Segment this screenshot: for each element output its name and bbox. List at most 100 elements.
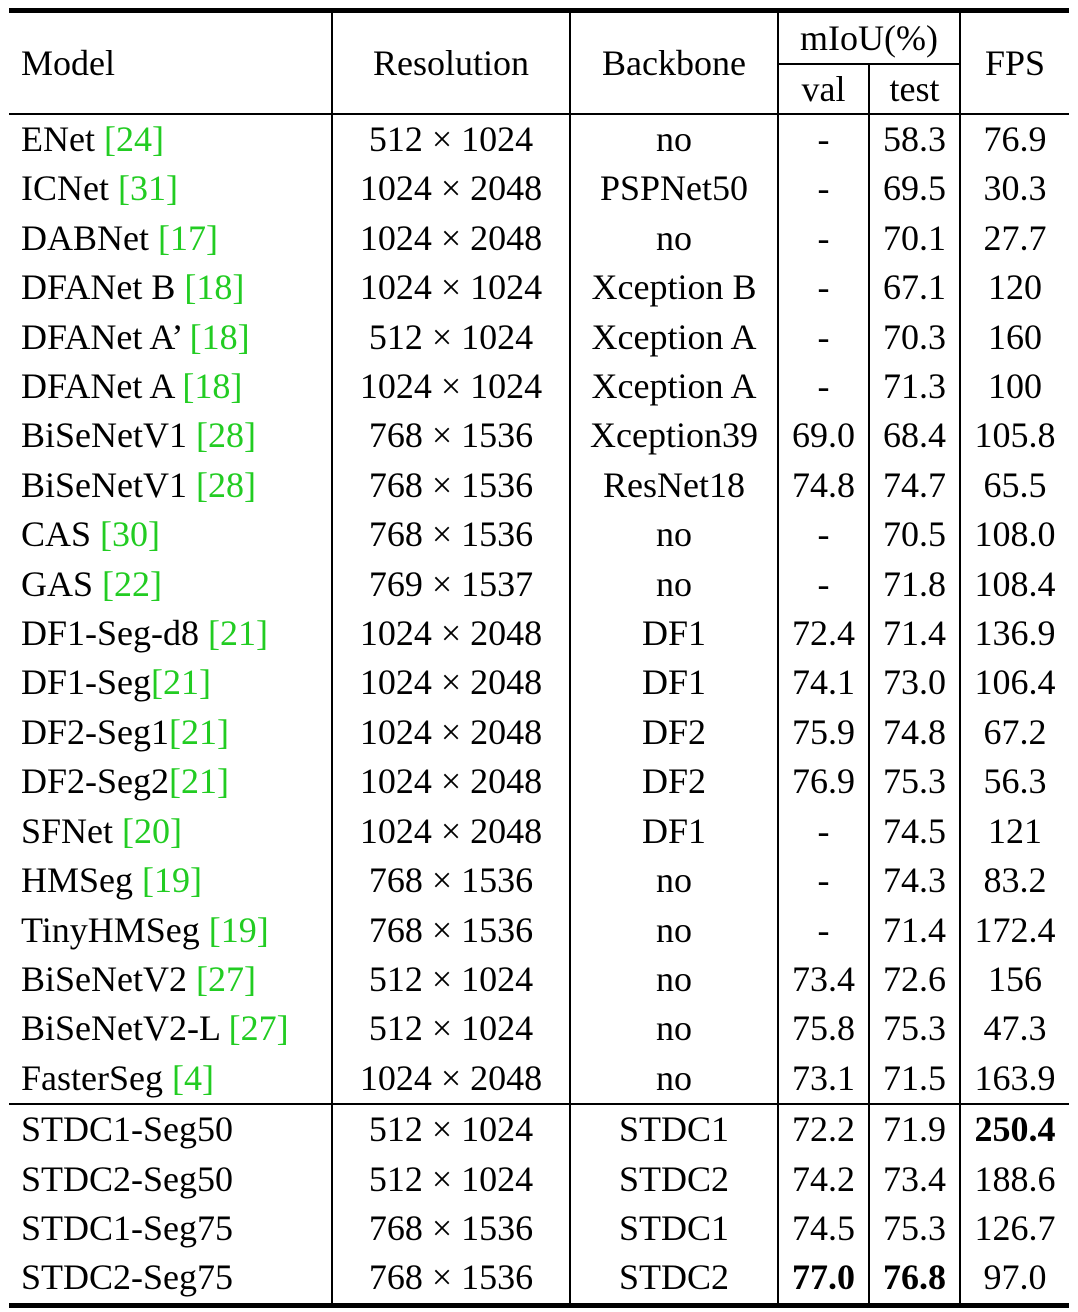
- header-row-1: Model Resolution Backbone mIoU(%) FPS: [9, 10, 1070, 114]
- backbone-cell: STDC1: [569, 1104, 778, 1155]
- backbone-cell: STDC1: [569, 1203, 778, 1254]
- fps-cell: 56.3: [959, 757, 1070, 807]
- val-cell: -: [777, 856, 869, 906]
- resolution-cell: 768 × 1536: [331, 1253, 570, 1306]
- val-cell: -: [777, 559, 869, 610]
- citation-link[interactable]: [17]: [158, 217, 218, 258]
- table-row: ENet [24] 512 × 1024 no -58.3 76.9: [9, 114, 1070, 165]
- citation-link[interactable]: [19]: [142, 860, 202, 901]
- model-label: DF1-Seg: [21, 662, 152, 703]
- citation-link[interactable]: [18]: [182, 366, 243, 407]
- citation-link[interactable]: [27]: [228, 1008, 289, 1049]
- model-label: DFANet A: [21, 366, 183, 407]
- fps-cell: 156: [959, 954, 1070, 1005]
- table-row: STDC2-Seg50 512 × 1024 STDC2 74.2 73.4 188.6: [9, 1154, 1070, 1204]
- header-row-2: val test: [9, 63, 1069, 114]
- test-cell: 74.8: [867, 707, 961, 758]
- resolution-cell: 1024 × 2048: [331, 658, 570, 708]
- model-label: TinyHMSeg: [21, 909, 209, 950]
- backbone-cell: no: [569, 905, 778, 955]
- citation-link[interactable]: [21]: [169, 711, 229, 752]
- test-cell: 74.7: [867, 460, 961, 511]
- val-cell: 72.2: [777, 1104, 869, 1155]
- test-cell: 72.6: [867, 954, 961, 1005]
- resolution-cell: 1024 × 2048: [331, 213, 570, 264]
- citation-link[interactable]: [18]: [184, 267, 245, 308]
- val-cell: 72.4: [777, 609, 869, 659]
- model-label: DFANet A’: [21, 316, 190, 357]
- backbone-cell: Xception A: [569, 312, 778, 363]
- val-cell: -: [777, 806, 869, 857]
- test-cell: 69.5: [867, 164, 961, 214]
- model-name: GAS [22]: [9, 560, 332, 609]
- header-backbone: Backbone: [569, 10, 778, 114]
- val-cell: -: [777, 114, 869, 165]
- fps-cell: 108.4: [959, 559, 1070, 610]
- header-miou: mIoU(%): [776, 10, 961, 64]
- model-label: BiSeNetV1: [21, 415, 196, 456]
- fps-cell: 67.2: [959, 707, 1070, 758]
- resolution-cell: 768 × 1536: [331, 460, 570, 511]
- model-name: DF1-Seg[21]: [9, 658, 332, 707]
- citation-link[interactable]: [27]: [196, 958, 256, 999]
- backbone-cell: DF1: [569, 806, 778, 857]
- table-row: STDC1-Seg75 768 × 1536 STDC1 74.5 75.3 126.7: [9, 1203, 1070, 1254]
- resolution-cell: 768 × 1536: [331, 1203, 570, 1254]
- citation-link[interactable]: [19]: [208, 909, 269, 950]
- resolution-cell: 768 × 1536: [331, 411, 570, 461]
- resolution-cell: 1024 × 2048: [331, 164, 570, 214]
- backbone-cell: DF1: [569, 609, 778, 659]
- val-cell: 74.2: [777, 1154, 869, 1204]
- resolution-cell: 1024 × 1024: [331, 362, 570, 412]
- citation-link[interactable]: [20]: [122, 810, 183, 851]
- model-label: BiSeNetV2: [21, 958, 196, 999]
- citation-link[interactable]: [21]: [151, 662, 211, 703]
- citation-link[interactable]: [28]: [196, 415, 256, 456]
- model-label: DFANet B: [21, 267, 185, 308]
- val-cell: 74.5: [777, 1203, 869, 1254]
- citation-link[interactable]: [21]: [208, 613, 268, 654]
- table-row: FasterSeg [4] 1024 × 2048 no 73.1 71.5 163.9: [9, 1053, 1070, 1105]
- table-row: DFANet A’ [18] 512 × 1024 Xception A -70.3 1…: [9, 312, 1070, 363]
- model-name: DFANet A’ [18]: [9, 313, 332, 362]
- val-cell: -: [777, 213, 869, 264]
- model-label: DF1-Seg-d8: [21, 613, 208, 654]
- test-cell: 70.1: [867, 213, 961, 264]
- model-name: FasterSeg [4]: [9, 1054, 332, 1104]
- citation-link[interactable]: [28]: [196, 464, 256, 505]
- model-label: DF2-Seg2: [21, 761, 170, 802]
- val-cell: 74.8: [777, 460, 869, 511]
- backbone-cell: no: [569, 213, 778, 264]
- citation-link[interactable]: [24]: [103, 119, 164, 159]
- fps-cell: 30.3: [959, 164, 1070, 214]
- citation-link[interactable]: [30]: [100, 514, 161, 555]
- model-label: ENet: [21, 119, 104, 159]
- test-cell: 73.4: [867, 1154, 961, 1204]
- table-row: CAS [30] 768 × 1536 no -70.5 108.0: [9, 510, 1070, 560]
- backbone-cell: no: [569, 559, 778, 610]
- citation-link[interactable]: [22]: [102, 563, 163, 604]
- test-cell: 71.4: [867, 905, 961, 955]
- backbone-cell: STDC2: [569, 1154, 778, 1204]
- model-label: BiSeNetV1: [21, 464, 196, 505]
- backbone-cell: PSPNet50: [569, 164, 778, 214]
- citation-link[interactable]: [4]: [171, 1057, 214, 1098]
- test-cell: 70.3: [867, 312, 961, 363]
- test-cell: 75.3: [867, 1004, 961, 1054]
- backbone-cell: DF2: [569, 707, 778, 758]
- val-cell: -: [777, 510, 869, 560]
- model-name: TinyHMSeg [19]: [9, 906, 332, 955]
- our-methods: STDC1-Seg50 512 × 1024 STDC1 72.2 71.9 250.4 S…: [9, 1104, 1070, 1306]
- table-row: STDC1-Seg50 512 × 1024 STDC1 72.2 71.9 250.4: [9, 1104, 1070, 1155]
- fps-cell: 136.9: [959, 609, 1070, 659]
- resolution-cell: 512 × 1024: [331, 1104, 570, 1155]
- citation-link[interactable]: [31]: [117, 168, 178, 209]
- fps-cell: 76.9: [959, 114, 1070, 165]
- fps-cell: 126.7: [959, 1203, 1070, 1254]
- fps-cell: 47.3: [959, 1004, 1070, 1054]
- citation-link[interactable]: [18]: [189, 316, 250, 357]
- model-label: GAS: [21, 563, 103, 604]
- results-table-container: Model Resolution Backbone mIoU(%) FPS va…: [9, 8, 1070, 1308]
- citation-link[interactable]: [21]: [169, 761, 229, 802]
- resolution-cell: 1024 × 2048: [331, 806, 570, 857]
